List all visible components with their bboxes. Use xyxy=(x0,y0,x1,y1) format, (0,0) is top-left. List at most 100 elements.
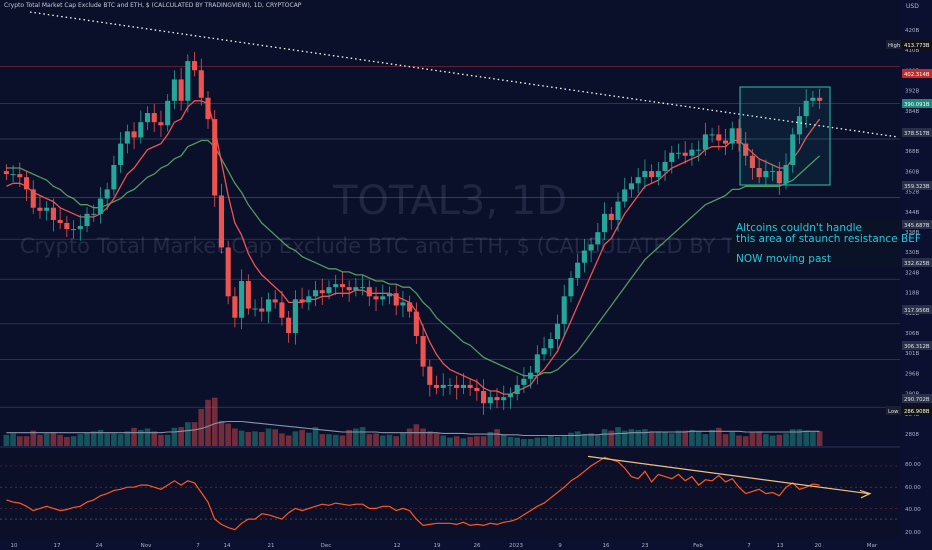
candle-body xyxy=(743,143,749,156)
time-tick-label: 23 xyxy=(642,543,649,549)
volume-bar xyxy=(379,435,386,446)
annotation-background xyxy=(732,220,900,266)
time-tick-label: 16 xyxy=(603,543,610,549)
volume-bar xyxy=(178,427,184,446)
volume-bar xyxy=(258,432,265,446)
candle-body xyxy=(10,174,16,176)
volume-bar xyxy=(400,432,406,446)
volume-bar xyxy=(776,434,783,446)
volume-bar xyxy=(319,434,326,446)
price-tick-label: 368B xyxy=(905,149,919,155)
volume-bar xyxy=(339,435,346,446)
candle-body xyxy=(380,296,386,300)
candle-body xyxy=(50,207,56,220)
volume-bar xyxy=(191,422,198,446)
time-tick-label: 7 xyxy=(196,543,200,549)
volume-bar xyxy=(769,435,776,446)
price-badge xyxy=(902,341,932,350)
candle-body xyxy=(817,97,823,101)
candle-body xyxy=(124,131,130,144)
candle-body xyxy=(460,384,466,388)
price-badge-label: Low xyxy=(888,409,899,415)
volume-bar xyxy=(554,436,561,446)
volume-bar xyxy=(729,432,736,446)
price-badge-tag xyxy=(886,40,901,49)
candle-body xyxy=(158,122,164,126)
volume-bar xyxy=(601,429,608,446)
volume-bar xyxy=(668,433,675,446)
volume-bar xyxy=(393,436,400,446)
candle-body xyxy=(205,97,211,120)
volume-bar xyxy=(386,434,393,446)
volume-bar xyxy=(97,429,104,446)
candle-body xyxy=(602,213,608,233)
candle-body xyxy=(615,201,621,220)
volume-bar xyxy=(474,436,480,446)
volume-bar xyxy=(272,429,279,446)
volume-bar xyxy=(507,436,514,446)
volume-bar xyxy=(642,429,648,446)
candle-body xyxy=(481,391,487,404)
candle-body xyxy=(178,79,184,101)
candle-body xyxy=(373,296,379,300)
candle-body xyxy=(433,384,440,388)
volume-bar xyxy=(689,429,695,446)
volume-bar xyxy=(10,433,16,446)
volume-bar xyxy=(440,435,447,446)
volume-bar xyxy=(185,422,191,446)
volume-bar xyxy=(198,408,205,446)
price-badge xyxy=(902,128,932,137)
volume-bar xyxy=(252,431,258,446)
candle-body xyxy=(259,308,265,312)
candle-body xyxy=(770,171,776,173)
candle-body xyxy=(306,296,312,303)
volume-bar xyxy=(595,435,601,446)
volume-bar xyxy=(211,397,218,446)
candle-body xyxy=(709,134,715,136)
price-badge-value: 286.908B xyxy=(904,409,930,415)
rsi-tick-label: 20.00 xyxy=(905,530,921,536)
ema-fast-line xyxy=(6,100,821,395)
symbol-header: Crypto Total Market Cap Exclude BTC and … xyxy=(4,2,302,9)
candle-body xyxy=(722,140,729,144)
candle-body xyxy=(454,384,460,388)
volume-bar xyxy=(635,429,641,446)
time-tick-label: 12 xyxy=(394,543,401,549)
time-tick-label: 2023 xyxy=(509,543,523,549)
price-badge xyxy=(902,99,932,108)
price-badge-value: 345.687B xyxy=(904,223,930,229)
candle-body xyxy=(198,70,204,98)
price-badge xyxy=(902,305,932,314)
volume-bar xyxy=(675,430,682,446)
candle-body xyxy=(118,143,124,165)
volume-bar xyxy=(3,434,10,446)
time-tick-label: 21 xyxy=(268,543,275,549)
volume-bar xyxy=(50,432,57,446)
annotation-line-3[interactable]: NOW moving past xyxy=(736,253,831,265)
volume-bar xyxy=(117,434,124,446)
price-tick-label: 2808 xyxy=(905,432,919,438)
candle-body xyxy=(346,287,352,291)
annotation-line-1[interactable]: Altcoins couldn't handle xyxy=(736,222,863,234)
volume-bar xyxy=(359,427,366,446)
volume-bar xyxy=(245,432,252,446)
candle-body xyxy=(171,79,177,101)
volume-bar xyxy=(816,431,823,446)
volume-bar xyxy=(447,437,453,446)
volume-bar xyxy=(131,427,137,446)
candle-body xyxy=(474,387,480,392)
candle-body xyxy=(467,384,473,388)
price-badge-value: 290.702B xyxy=(904,397,930,403)
candle-body xyxy=(554,323,561,340)
candle-body xyxy=(413,311,419,337)
candle-body xyxy=(232,296,238,318)
volume-bar xyxy=(312,427,319,446)
candle-body xyxy=(575,262,581,278)
price-badge-value: 378.517B xyxy=(904,131,930,137)
volume-bar xyxy=(420,428,426,446)
annotation-line-2[interactable]: this area of staunch resistance BEF xyxy=(736,233,921,245)
volume-bar xyxy=(574,431,581,446)
volume-bar xyxy=(426,431,433,446)
volume-bar xyxy=(756,431,762,446)
